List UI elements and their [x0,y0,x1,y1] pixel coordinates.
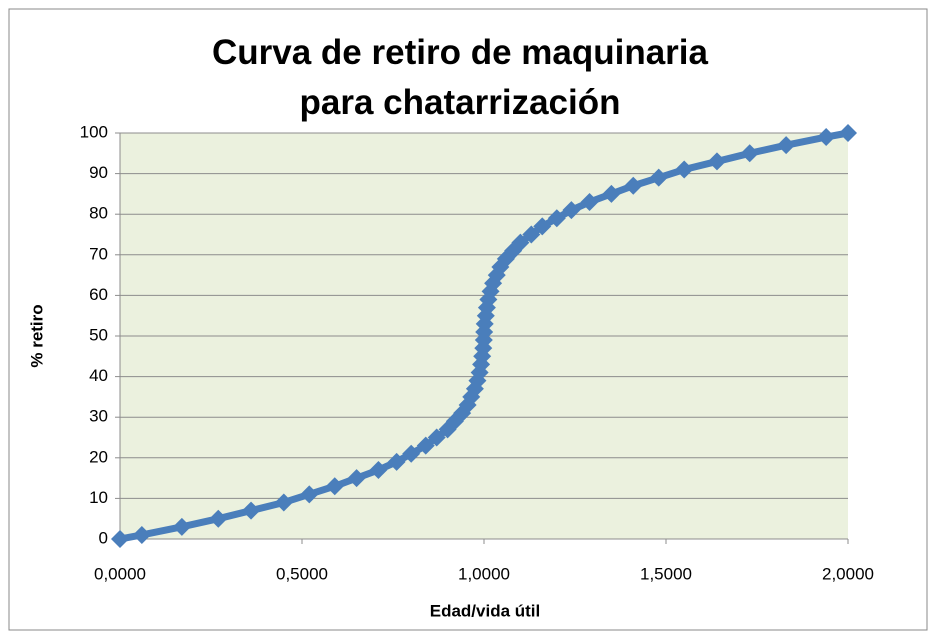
y-tick-label: 20 [89,447,108,466]
y-tick-label: 100 [80,122,108,141]
y-tick-label: 90 [89,163,108,182]
marker [707,152,726,171]
y-tick-label: 30 [89,407,108,426]
x-tick-label: 1,0000 [458,564,510,583]
y-tick-label: 70 [89,244,108,263]
x-tick-label: 0,5000 [276,564,328,583]
marker [416,436,435,455]
marker [242,501,261,520]
marker [602,184,621,203]
marker [172,517,191,536]
x-tick-label: 2,0000 [822,564,874,583]
chart-title: Curva de retiro de maquinaria para chata… [212,33,708,122]
marker [547,209,566,228]
x-tick-label: 1,5000 [640,564,692,583]
marker [649,168,668,187]
marker [533,217,552,236]
y-tick-label: 0 [99,528,108,547]
x-tick-label: 0,0000 [94,564,146,583]
marker [675,160,694,179]
marker [496,249,515,268]
y-tick-label: 40 [89,366,108,385]
y-tick-label: 10 [89,488,108,507]
x-axis-label: Edad/vida útil [430,601,541,620]
marker [111,530,129,548]
y-tick-label: 60 [89,285,108,304]
marker [325,477,344,496]
marker [740,144,759,163]
marker [562,201,581,220]
marker [427,428,446,447]
marker [369,460,388,479]
marker [817,128,836,147]
marker [580,193,599,212]
marker [624,176,643,195]
marker [300,485,319,504]
marker [347,469,366,488]
marker [522,225,541,244]
y-tick-label: 80 [89,204,108,223]
marker [209,509,228,528]
y-axis-label: % retiro [27,304,46,367]
marker [839,124,857,142]
marker [387,452,406,471]
marker [274,493,293,512]
marker [511,233,530,252]
marker [402,444,421,463]
y-tick-label: 50 [89,325,108,344]
marker [777,136,796,155]
marker [132,525,151,544]
